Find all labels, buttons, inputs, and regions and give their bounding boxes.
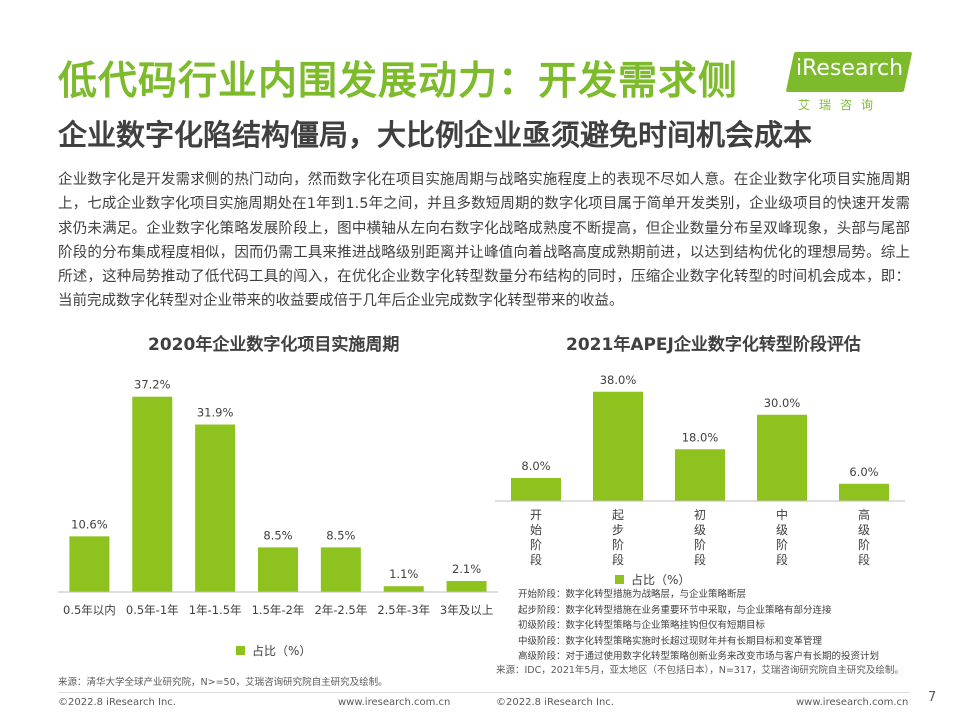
legend-swatch	[236, 646, 245, 655]
legend-label: 占比（%）	[252, 643, 311, 658]
bar	[446, 580, 487, 592]
tick-label: 高级阶段	[858, 507, 870, 567]
page-subtitle: 企业数字化陷结构僵局，大比例企业亟须避免时间机会成本	[58, 118, 813, 152]
stage-note: 初级阶段：数字化转型策略与企业策略挂钩但仅有短期目标	[518, 620, 766, 631]
bar	[258, 547, 298, 592]
tick-label: 1.5年-2年	[252, 603, 305, 617]
logo-subtitle: 艾瑞咨询	[798, 98, 883, 112]
stage-note: 高级阶段：对于通过使用数字化转型策略创新业务来改变市场与客户有长期的投资计划	[518, 651, 880, 662]
data-label: 8.5%	[263, 528, 292, 542]
tick-label: 起步阶段	[612, 508, 624, 567]
data-label: 31.9%	[197, 406, 234, 420]
data-label: 37.2%	[134, 378, 171, 392]
tick-label: 2年-2.5年	[314, 603, 367, 617]
stage-note: 开始阶段：数字化转型措施为战略层，与企业策略断层	[518, 589, 747, 600]
bar	[839, 483, 889, 501]
tick-label: 2.5年-3年	[377, 603, 430, 617]
body-paragraph: 企业数字化是开发需求侧的热门动向，然而数字化在项目实施周期与战略实施程度上的表现…	[58, 172, 910, 310]
tick-label: 开始阶段	[530, 508, 542, 567]
chart-2-title: 2021年APEJ企业数字化转型阶段评估	[566, 335, 861, 355]
bar	[69, 536, 110, 592]
footer-divider	[58, 692, 910, 693]
data-label: 38.0%	[600, 373, 637, 387]
page-number: 7	[928, 690, 937, 705]
page-title: 低代码行业内围发展动力：开发需求侧	[58, 59, 739, 104]
footer-url-left: www.iresearch.com.cn	[338, 697, 451, 708]
legend-label: 占比（%）	[631, 572, 690, 587]
footer-url-right: www.iresearch.com.cn	[796, 697, 909, 708]
tick-label: 0.5年以内	[63, 603, 116, 617]
footer-copyright-left: ©2022.8 iResearch Inc.	[58, 697, 176, 708]
tick-label: 0.5年-1年	[126, 603, 179, 617]
data-label: 10.6%	[71, 517, 108, 531]
iresearch-logo: iResearch 艾瑞咨询	[778, 52, 913, 114]
tick-label: 中级阶段	[776, 507, 788, 567]
data-label: 18.0%	[682, 430, 719, 444]
bar	[132, 396, 173, 592]
source-right: 来源：IDC，2021年5月，亚太地区（不包括日本），N=317，艾瑞咨询研究院…	[496, 665, 904, 676]
bar	[320, 547, 361, 592]
source-left: 来源：清华大学全球产业研究院，N>=50，艾瑞咨询研究院自主研究及绘制。	[58, 677, 388, 688]
bar	[195, 424, 236, 592]
data-label: 2.1%	[452, 562, 481, 576]
bar	[757, 414, 807, 501]
stage-notes: 开始阶段：数字化转型措施为战略层，与企业策略断层 起步阶段：数字化转型措施在业务…	[518, 587, 879, 665]
bar	[675, 449, 725, 501]
chart-2-plot: 8.0% 开始阶段 38.0% 起步阶段 18.0% 初级阶段 30.0% 中级阶段 6.0% 高…	[495, 373, 905, 587]
bar	[511, 478, 561, 501]
footer-copyright-right: ©2022.8 iResearch Inc.	[496, 697, 614, 708]
bar	[383, 586, 424, 592]
data-label: 30.0%	[764, 396, 801, 410]
data-label: 8.0%	[521, 459, 550, 473]
logo-brand: iResearch	[796, 56, 904, 81]
legend-swatch	[615, 575, 624, 584]
data-label: 1.1%	[389, 567, 418, 581]
data-label: 8.5%	[326, 528, 355, 542]
tick-label: 3年及以上	[440, 603, 493, 617]
stage-note: 起步阶段：数字化转型措施在业务重要环节中采取，与企业策略有部分连接	[518, 604, 832, 616]
chart-1-plot: 10.6% 0.5年以内 37.2% 0.5年-1年 31.9% 1年-1.5年 8.5% 1…	[58, 378, 498, 658]
tick-label: 1年-1.5年	[189, 603, 242, 617]
bar	[593, 391, 643, 501]
chart-1-title: 2020年企业数字化项目实施周期	[148, 335, 400, 355]
data-label: 6.0%	[849, 465, 878, 479]
stage-note: 中级阶段：数字化转型策略实施时长超过现财年并有长期目标和变革管理	[518, 635, 823, 647]
tick-label: 初级阶段	[694, 508, 706, 567]
